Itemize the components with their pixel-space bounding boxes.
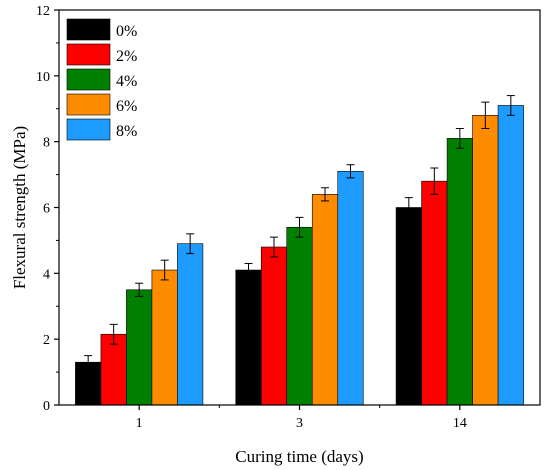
y-tick-label: 4	[43, 267, 50, 282]
bars-layer	[75, 105, 524, 406]
legend-label: 8%	[116, 123, 137, 140]
y-tick-label: 6	[43, 202, 50, 217]
y-axis: 0 2 4 6 8 10 12	[36, 4, 59, 414]
bar-4pct-3	[286, 226, 313, 406]
bar-8pct-14	[497, 105, 524, 406]
y-tick-label: 12	[36, 4, 50, 19]
legend-label: 4%	[116, 73, 137, 90]
bar-4pct-14	[446, 138, 473, 406]
bar-0pct-14	[395, 207, 422, 406]
x-axis-title: Curing time (days)	[235, 447, 363, 466]
legend-swatch	[66, 43, 111, 66]
legend: 0% 2% 4% 6% 8%	[66, 18, 137, 141]
y-tick-label: 10	[36, 70, 50, 85]
legend-swatch	[66, 118, 111, 141]
x-tick-label: 3	[296, 416, 303, 431]
legend-label: 0%	[116, 23, 137, 40]
legend-label: 2%	[116, 48, 137, 65]
bar-0pct-1	[75, 361, 102, 406]
bar-6pct-1	[151, 269, 178, 406]
bar-6pct-14	[472, 115, 499, 406]
bar-2pct-1	[100, 333, 127, 406]
bar-6pct-3	[311, 194, 339, 406]
bar-2pct-14	[421, 180, 448, 406]
x-axis: 1 3 14	[136, 405, 467, 431]
y-tick-label: 2	[43, 333, 50, 348]
y-axis-title: Flexural strength (MPa)	[10, 126, 29, 289]
bar-4pct-1	[126, 289, 153, 406]
legend-swatch	[66, 93, 111, 116]
bar-0pct-3	[235, 269, 262, 406]
legend-label: 6%	[116, 98, 137, 115]
x-tick-label: 14	[453, 416, 467, 431]
bar-8pct-1	[177, 243, 204, 406]
x-tick-label: 1	[136, 416, 143, 431]
bar-8pct-3	[337, 170, 364, 406]
y-tick-label: 0	[43, 399, 50, 414]
bar-2pct-3	[260, 246, 288, 406]
legend-swatch	[66, 18, 111, 41]
error-bars-layer	[84, 95, 515, 370]
y-tick-label: 8	[43, 136, 50, 151]
legend-swatch	[66, 68, 111, 91]
